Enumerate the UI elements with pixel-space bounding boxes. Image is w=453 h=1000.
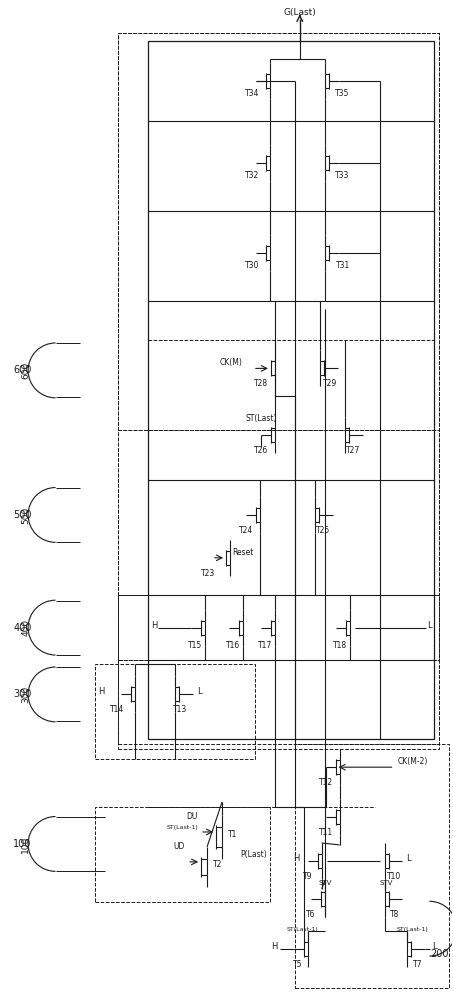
Text: ST(Last-1): ST(Last-1) [396, 927, 428, 932]
Text: 600: 600 [21, 362, 30, 379]
Text: 500: 500 [14, 510, 32, 520]
Text: STV: STV [318, 880, 332, 886]
Text: 100: 100 [14, 839, 32, 849]
Text: L: L [432, 942, 437, 951]
Text: 500: 500 [21, 506, 30, 524]
Text: T8: T8 [390, 910, 399, 919]
Text: T7: T7 [413, 960, 422, 969]
Text: T27: T27 [346, 446, 360, 455]
Text: T30: T30 [245, 261, 259, 270]
Text: H: H [151, 621, 158, 630]
Text: 400: 400 [21, 619, 30, 636]
Text: ST(Last-1): ST(Last-1) [166, 825, 198, 830]
Text: T14: T14 [110, 705, 125, 714]
Bar [148, 41, 434, 739]
Text: T33: T33 [336, 171, 350, 180]
Text: DU: DU [187, 812, 198, 821]
Text: T31: T31 [336, 261, 350, 270]
Bar [118, 33, 439, 430]
Text: 100: 100 [21, 835, 30, 853]
Text: T32: T32 [245, 171, 259, 180]
Text: H: H [98, 687, 105, 696]
Text: T12: T12 [318, 778, 333, 787]
Bar [118, 595, 439, 660]
Text: T11: T11 [318, 828, 333, 837]
Text: T26: T26 [254, 446, 268, 455]
Text: ST(Last): ST(Last) [245, 414, 277, 423]
Bar [96, 664, 255, 759]
Text: H: H [271, 942, 278, 951]
Text: UD: UD [174, 842, 185, 851]
Bar [118, 660, 439, 744]
Text: T23: T23 [201, 569, 215, 578]
Text: T10: T10 [387, 872, 402, 881]
Text: Reset: Reset [232, 548, 253, 557]
Text: T2: T2 [213, 860, 222, 869]
Bar [96, 807, 270, 902]
Text: H: H [294, 854, 300, 863]
Text: T16: T16 [226, 641, 240, 650]
Text: STV: STV [380, 880, 393, 886]
Bar [118, 33, 439, 749]
Text: P(Last): P(Last) [240, 850, 267, 859]
Text: 200: 200 [430, 949, 448, 959]
Text: L: L [197, 687, 202, 696]
Text: G(Last): G(Last) [284, 8, 316, 17]
Bar [295, 744, 449, 988]
Text: T15: T15 [188, 641, 202, 650]
Text: T13: T13 [173, 705, 187, 714]
Text: T29: T29 [323, 379, 337, 388]
Text: ST(Last-1): ST(Last-1) [287, 927, 318, 932]
Text: T25: T25 [316, 526, 330, 535]
Text: 400: 400 [14, 623, 32, 633]
Text: 300: 300 [21, 686, 30, 703]
Text: T18: T18 [333, 641, 347, 650]
Text: T28: T28 [254, 379, 268, 388]
Text: 300: 300 [14, 689, 32, 699]
Text: 600: 600 [14, 365, 32, 375]
Text: T17: T17 [258, 641, 272, 650]
Text: T24: T24 [239, 526, 253, 535]
Text: T1: T1 [228, 830, 237, 839]
Text: L: L [406, 854, 411, 863]
Text: T9: T9 [303, 872, 313, 881]
Text: CK(M): CK(M) [220, 358, 243, 367]
Text: T5: T5 [293, 960, 303, 969]
Bar [118, 430, 439, 595]
Text: T6: T6 [306, 910, 315, 919]
Text: T35: T35 [336, 89, 350, 98]
Text: CK(M-2): CK(M-2) [397, 757, 428, 766]
Text: L: L [427, 621, 431, 630]
Text: T34: T34 [245, 89, 259, 98]
